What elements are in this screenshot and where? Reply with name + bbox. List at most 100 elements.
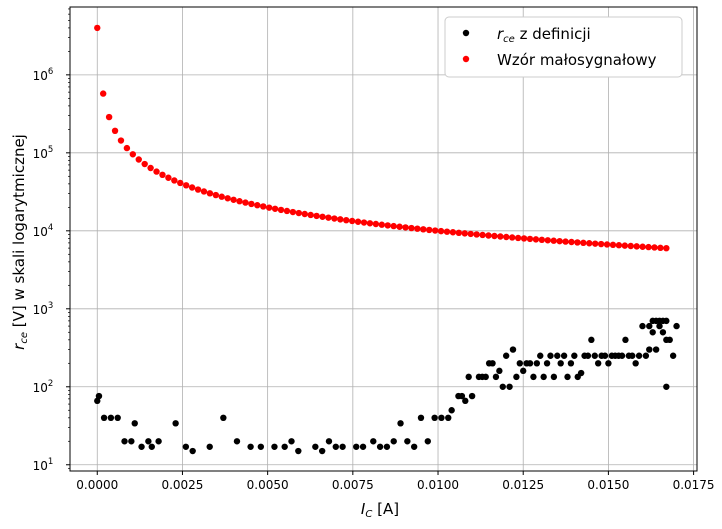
data-point-small-signal xyxy=(526,235,534,243)
data-point-small-signal xyxy=(218,193,225,200)
data-point-small-signal xyxy=(343,216,350,224)
data-point-small-signal xyxy=(639,243,646,250)
data-point-small-signal xyxy=(597,240,605,248)
data-point-small-signal xyxy=(408,224,415,232)
data-point-small-signal xyxy=(378,221,385,228)
data-point-rce xyxy=(271,443,278,450)
data-point-small-signal xyxy=(159,171,166,179)
data-point-rce xyxy=(652,346,660,353)
data-point-small-signal xyxy=(200,188,208,195)
legend-label-rce-definition: rce z definicji xyxy=(497,25,591,45)
data-point-small-signal xyxy=(544,237,551,244)
data-point-rce xyxy=(540,373,547,381)
data-point-rce xyxy=(404,438,411,445)
data-point-small-signal xyxy=(301,210,308,218)
data-point-rce xyxy=(383,443,391,450)
data-point-rce xyxy=(547,352,554,359)
legend-label-rce-main: r xyxy=(497,25,504,43)
data-point-rce xyxy=(564,373,571,381)
series-rce-definition xyxy=(94,317,680,455)
data-point-rce xyxy=(663,383,670,390)
data-point-rce xyxy=(332,443,339,450)
data-point-rce xyxy=(410,443,418,450)
data-point-rce xyxy=(397,420,404,427)
data-point-rce xyxy=(584,352,592,359)
data-point-rce xyxy=(550,373,558,381)
data-point-rce xyxy=(247,443,254,450)
x-axis-label: IC [A] xyxy=(361,500,399,520)
data-point-small-signal xyxy=(461,230,468,237)
data-point-rce xyxy=(155,438,162,445)
data-point-small-signal xyxy=(574,239,581,246)
y-tick-label: 104 xyxy=(33,223,54,239)
data-point-small-signal xyxy=(153,168,160,175)
data-point-small-signal xyxy=(325,214,332,221)
data-point-rce xyxy=(629,352,636,359)
x-tick-label: 0.0125 xyxy=(502,478,544,492)
data-point-small-signal xyxy=(556,237,563,245)
data-point-rce xyxy=(138,443,145,450)
data-point-rce xyxy=(588,336,595,344)
data-point-rce xyxy=(520,367,527,375)
data-point-rce xyxy=(646,346,653,353)
data-point-small-signal xyxy=(568,238,575,246)
data-point-small-signal xyxy=(360,219,368,226)
data-point-rce xyxy=(468,392,476,400)
x-tick-label: 0.0000 xyxy=(76,478,118,492)
data-point-rce xyxy=(594,360,602,367)
data-point-small-signal xyxy=(663,244,670,252)
data-point-rce xyxy=(537,352,544,359)
data-point-rce xyxy=(516,360,524,367)
data-point-small-signal xyxy=(319,213,326,220)
data-point-small-signal xyxy=(420,226,427,233)
data-point-rce xyxy=(182,443,190,450)
data-point-small-signal xyxy=(212,191,220,199)
data-point-rce xyxy=(560,352,568,359)
data-point-small-signal xyxy=(94,24,101,32)
data-point-rce xyxy=(571,352,578,359)
data-point-small-signal xyxy=(289,208,297,216)
data-point-small-signal xyxy=(514,234,522,242)
data-point-small-signal xyxy=(354,218,362,225)
data-point-rce xyxy=(438,414,445,422)
x-tick-label: 0.0100 xyxy=(417,478,459,492)
data-point-rce xyxy=(649,329,656,336)
y-axis-label-main: r xyxy=(10,343,28,350)
data-point-small-signal xyxy=(580,239,587,247)
data-point-rce xyxy=(635,352,643,359)
data-point-rce xyxy=(669,352,677,359)
data-point-rce xyxy=(448,407,455,414)
legend-marker-rce-definition xyxy=(462,29,470,37)
data-point-small-signal xyxy=(182,182,190,189)
data-point-small-signal xyxy=(337,216,344,223)
data-point-rce xyxy=(673,322,680,330)
data-point-rce xyxy=(499,383,506,390)
data-point-rce xyxy=(656,322,663,330)
data-point-small-signal xyxy=(520,235,528,242)
data-point-rce xyxy=(431,414,438,422)
data-point-small-signal xyxy=(390,222,397,230)
data-point-small-signal xyxy=(283,207,291,215)
data-point-rce xyxy=(189,447,196,455)
data-point-rce xyxy=(513,373,520,381)
data-point-rce xyxy=(95,392,103,400)
data-point-rce xyxy=(100,414,108,422)
data-point-small-signal xyxy=(372,220,380,228)
data-point-rce xyxy=(390,438,397,445)
data-point-rce xyxy=(206,443,213,450)
data-point-rce xyxy=(618,352,626,359)
data-point-rce xyxy=(148,443,155,450)
data-point-small-signal xyxy=(532,236,540,243)
data-point-small-signal xyxy=(135,156,142,163)
data-point-rce xyxy=(492,373,500,381)
data-point-rce xyxy=(325,438,333,445)
data-point-rce xyxy=(632,360,639,367)
data-point-rce xyxy=(233,438,241,445)
x-tick-label: 0.0150 xyxy=(587,478,629,492)
data-point-rce xyxy=(281,443,288,450)
data-point-small-signal xyxy=(141,160,148,168)
x-tick-label: 0.0050 xyxy=(247,478,289,492)
data-point-small-signal xyxy=(473,231,480,238)
data-point-small-signal xyxy=(147,164,154,172)
